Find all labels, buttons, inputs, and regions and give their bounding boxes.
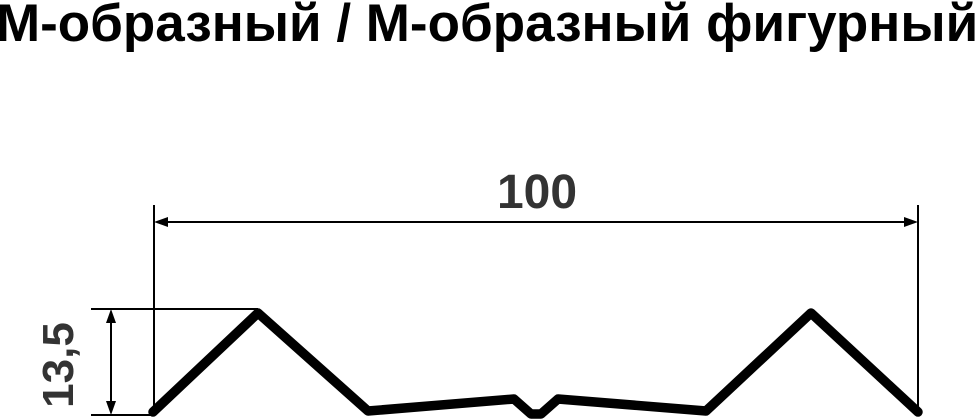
svg-text:13,5: 13,5: [34, 322, 83, 408]
svg-text:100: 100: [497, 166, 577, 219]
